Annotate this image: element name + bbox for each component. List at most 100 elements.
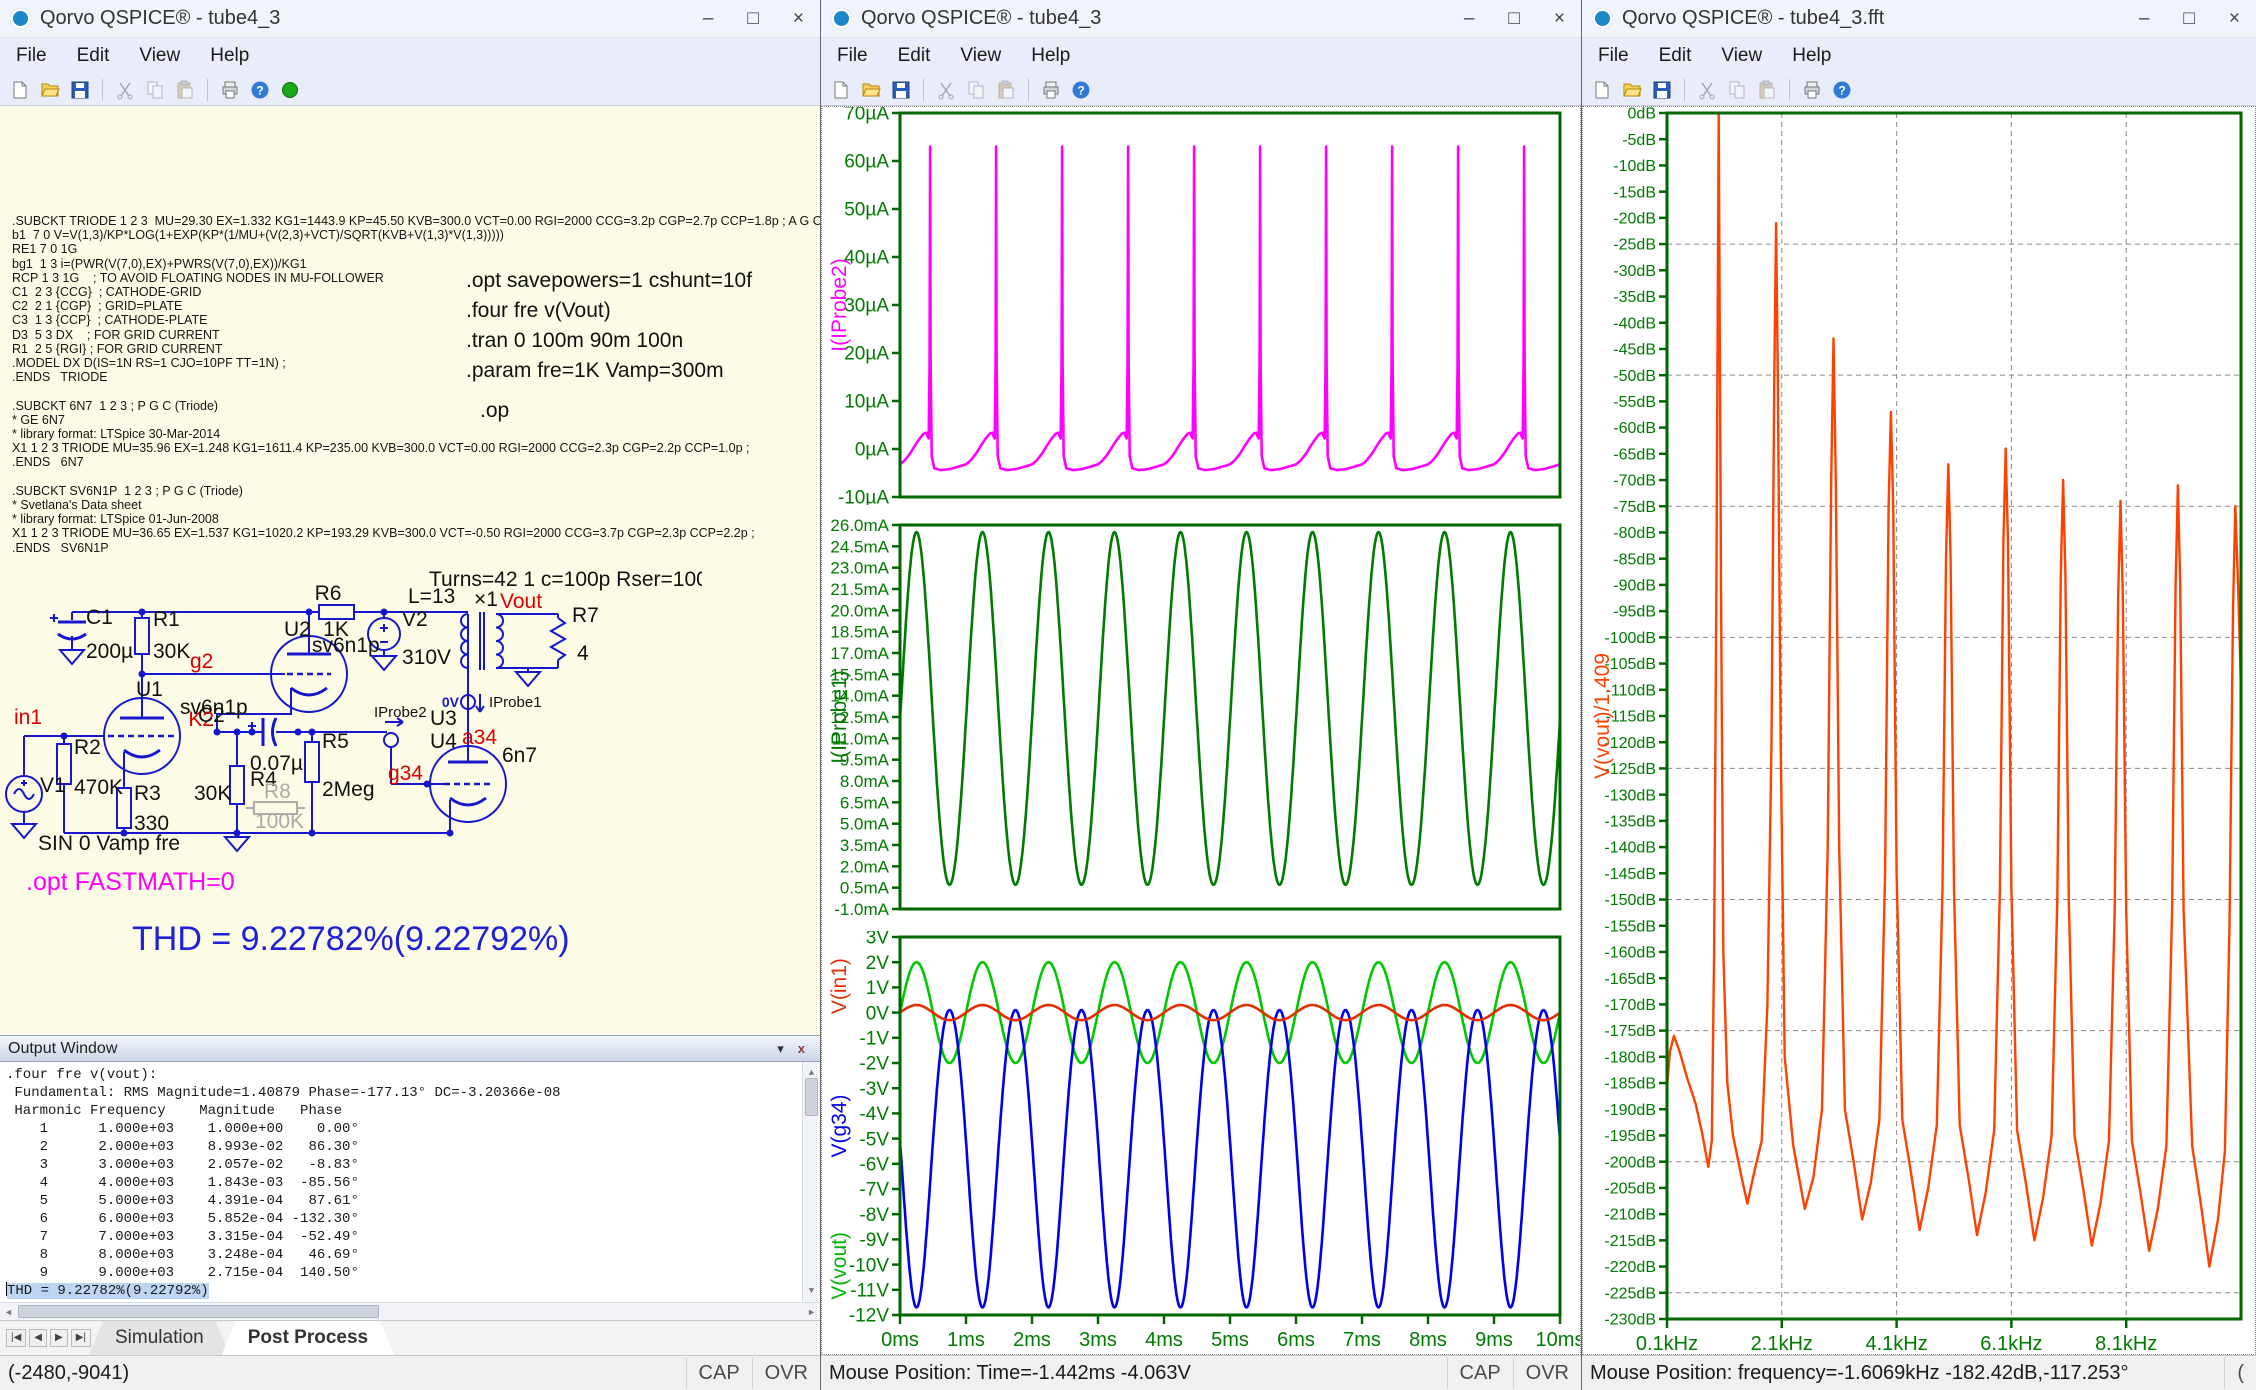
save-icon[interactable]	[1650, 78, 1674, 102]
menu-edit[interactable]: Edit	[77, 45, 110, 67]
output-line: 9 9.000e+03 2.715e-04 140.50°	[6, 1264, 798, 1282]
fastmath-directive: .opt FASTMATH=0	[26, 868, 235, 897]
plot-iprobe2[interactable]: 70µA60µA50µA40µA30µA20µA10µA0µA-10µAI(IP…	[822, 107, 1580, 505]
copy-icon[interactable]	[143, 78, 167, 102]
copy-icon[interactable]	[964, 78, 988, 102]
last-tab-icon[interactable]: ▶|	[71, 1329, 91, 1347]
plot-voltages[interactable]: 3V2V1V0V-1V-2V-3V-4V-5V-6V-7V-8V-9V-10V-…	[822, 931, 1580, 1351]
plot-iprobe1[interactable]: 26.0mA24.5mA23.0mA21.5mA20.0mA18.5mA17.0…	[822, 519, 1580, 917]
close-panel-icon[interactable]: x	[791, 1041, 812, 1056]
scroll-down-icon[interactable]: ▼	[809, 1282, 814, 1300]
cut-icon[interactable]	[1695, 78, 1719, 102]
menu-help[interactable]: Help	[1031, 45, 1070, 67]
close-icon[interactable]: ×	[1554, 9, 1565, 28]
svg-text:?: ?	[1077, 83, 1084, 97]
open-folder-icon[interactable]	[1620, 78, 1644, 102]
svg-text:-165dB: -165dB	[1604, 971, 1656, 988]
maximize-icon[interactable]: □	[747, 9, 758, 28]
cut-icon[interactable]	[113, 78, 137, 102]
mouse-position: Mouse Position: Time=-1.442ms -4.063V	[829, 1362, 1191, 1385]
scroll-left-icon[interactable]: ◄	[4, 1307, 13, 1317]
next-tab-icon[interactable]: ▶	[50, 1329, 68, 1347]
toolbar-separator	[923, 79, 924, 101]
output-window-text[interactable]: .four fre v(vout): Fundamental: RMS Magn…	[0, 1062, 820, 1302]
output-line: 6 6.000e+03 5.852e-04 -132.30°	[6, 1210, 798, 1228]
menu-help[interactable]: Help	[210, 45, 249, 67]
scrollbar-thumb[interactable]	[18, 1305, 379, 1318]
svg-text:0V: 0V	[866, 1003, 890, 1024]
help-icon[interactable]: ?	[248, 78, 272, 102]
menu-file[interactable]: File	[837, 45, 868, 67]
titlebar[interactable]: Qorvo QSPICE® - tube4_3 – □ ×	[821, 0, 1581, 38]
close-icon[interactable]: ×	[2229, 9, 2240, 28]
menu-edit[interactable]: Edit	[1659, 45, 1692, 67]
menu-view[interactable]: View	[1721, 45, 1762, 67]
paste-icon[interactable]	[994, 78, 1018, 102]
tab-post-process[interactable]: Post Process	[222, 1321, 394, 1355]
print-icon[interactable]	[218, 78, 242, 102]
vertical-scrollbar[interactable]: ▲▼	[802, 1062, 820, 1302]
menu-view[interactable]: View	[139, 45, 180, 67]
svg-text:-40dB: -40dB	[1613, 315, 1656, 332]
new-document-icon[interactable]	[829, 78, 853, 102]
run-icon[interactable]	[278, 78, 302, 102]
tab-simulation[interactable]: Simulation	[89, 1321, 230, 1355]
label-u1: U1	[136, 678, 163, 701]
status-bar: (-2480,-9041) CAP OVR	[0, 1355, 820, 1390]
print-icon[interactable]	[1039, 78, 1063, 102]
help-icon[interactable]: ?	[1830, 78, 1854, 102]
svg-text:-90dB: -90dB	[1613, 578, 1656, 595]
paste-icon[interactable]	[173, 78, 197, 102]
minimize-icon[interactable]: –	[2139, 9, 2150, 28]
svg-text:6.1kHz: 6.1kHz	[1980, 1333, 2042, 1355]
menu-view[interactable]: View	[960, 45, 1001, 67]
titlebar[interactable]: Qorvo QSPICE® - tube4_3.fft – □ ×	[1582, 0, 2256, 38]
menu-edit[interactable]: Edit	[898, 45, 931, 67]
titlebar[interactable]: Qorvo QSPICE® - tube4_3 – □ ×	[0, 0, 820, 38]
first-tab-icon[interactable]: |◀	[6, 1329, 26, 1347]
label-u2: U2	[284, 618, 311, 641]
label-r2: R2	[74, 736, 101, 759]
svg-text:10µA: 10µA	[844, 392, 889, 413]
horizontal-scrollbar[interactable]: ◄►	[0, 1302, 820, 1320]
save-icon[interactable]	[889, 78, 913, 102]
paste-icon[interactable]	[1755, 78, 1779, 102]
copy-icon[interactable]	[1725, 78, 1749, 102]
label-r7: R7	[572, 604, 599, 627]
svg-text:7ms: 7ms	[1343, 1329, 1381, 1351]
open-folder-icon[interactable]	[38, 78, 62, 102]
cut-icon[interactable]	[934, 78, 958, 102]
close-icon[interactable]: ×	[793, 9, 804, 28]
svg-text:-20dB: -20dB	[1613, 210, 1656, 227]
label-c1-value: 200µ	[86, 640, 133, 663]
scroll-right-icon[interactable]: ►	[807, 1307, 816, 1317]
menu-help[interactable]: Help	[1792, 45, 1831, 67]
menu-file[interactable]: File	[1598, 45, 1629, 67]
dropdown-icon[interactable]: ▾	[770, 1041, 791, 1057]
minimize-icon[interactable]: –	[703, 9, 714, 28]
minimize-icon[interactable]: –	[1464, 9, 1475, 28]
new-document-icon[interactable]	[1590, 78, 1614, 102]
open-folder-icon[interactable]	[859, 78, 883, 102]
menu-file[interactable]: File	[16, 45, 47, 67]
schematic-canvas[interactable]: .SUBCKT TRIODE 1 2 3 MU=29.30 EX=1.332 K…	[0, 106, 820, 1035]
help-icon[interactable]: ?	[1069, 78, 1093, 102]
output-window-titlebar[interactable]: Output Window ▾ x	[0, 1036, 820, 1062]
waveform-plot-area: 70µA60µA50µA40µA30µA20µA10µA0µA-10µAI(IP…	[821, 106, 1581, 1355]
maximize-icon[interactable]: □	[1508, 9, 1519, 28]
prev-tab-icon[interactable]: ◀	[29, 1329, 47, 1347]
directive-line: .tran 0 100m 90m 100n	[466, 326, 752, 356]
svg-text:-185dB: -185dB	[1604, 1076, 1656, 1093]
svg-text:-95dB: -95dB	[1613, 604, 1656, 621]
save-icon[interactable]	[68, 78, 92, 102]
scrollbar-thumb[interactable]	[805, 1078, 818, 1116]
maximize-icon[interactable]: □	[2183, 9, 2194, 28]
new-document-icon[interactable]	[8, 78, 32, 102]
circuit-schematic[interactable]: C1 200µ R1 30K g2 U1 sv6n1p in1 R2 470K …	[2, 556, 702, 858]
label-r7-value: 4	[577, 642, 589, 665]
svg-text:-65dB: -65dB	[1613, 446, 1656, 463]
plot-fft[interactable]: 0dB-5dB-10dB-15dB-20dB-25dB-30dB-35dB-40…	[1583, 107, 2255, 1355]
svg-text:2.1kHz: 2.1kHz	[1751, 1333, 1813, 1355]
print-icon[interactable]	[1800, 78, 1824, 102]
directive-line: .op	[466, 396, 752, 426]
